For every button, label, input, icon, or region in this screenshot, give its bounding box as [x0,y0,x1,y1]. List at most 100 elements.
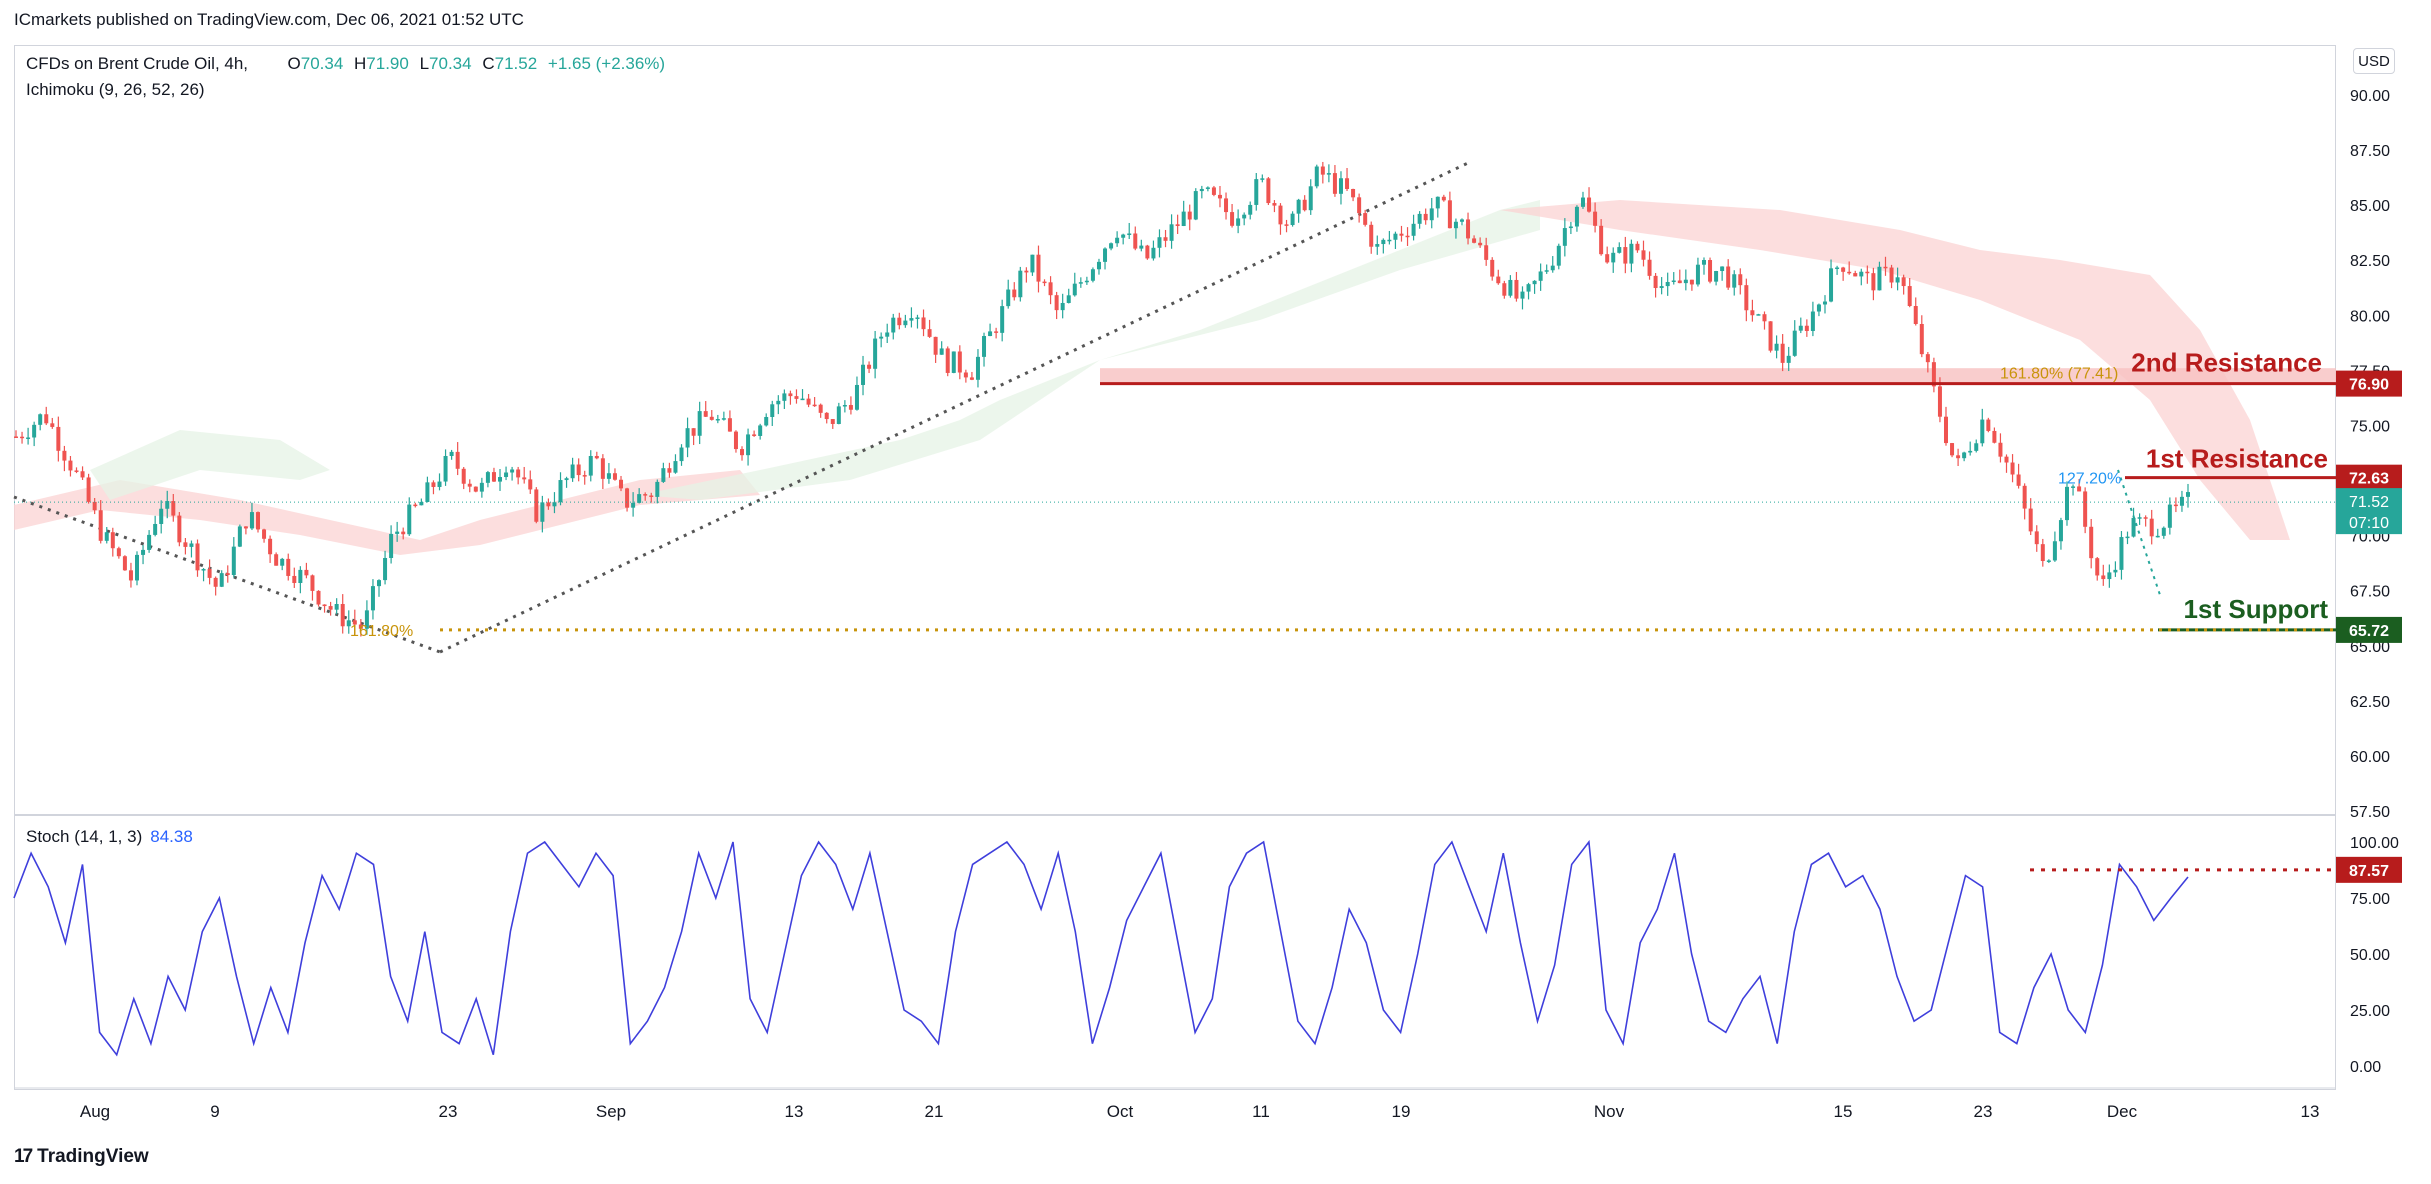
candle-body [1847,271,1852,274]
candle-body [498,477,503,482]
published-header: ICmarkets published on TradingView.com, … [14,10,524,29]
candle-body [2010,462,2015,475]
candle-body [528,479,533,490]
candle-body [854,384,859,410]
candle-body [1841,267,1846,272]
candle-body [957,351,962,373]
candle-body [1030,254,1035,273]
symbol-legend: CFDs on Brent Crude Oil, 4h, O70.34 H71.… [26,54,665,74]
candle-body [419,501,424,506]
currency-button[interactable]: USD [2353,48,2395,74]
candle-body [830,419,835,424]
candle-body [340,603,345,627]
candle-body [2089,526,2094,559]
candle-body [975,356,980,380]
candle-body [758,425,763,436]
candle-body [2083,491,2088,527]
open-value: 70.34 [300,54,344,73]
candle-body [1084,280,1089,283]
candle-body [963,372,968,378]
candle-body [1290,213,1295,226]
chart-frame[interactable] [14,45,2336,1090]
candle-body [2040,544,2045,562]
fib-connector [2117,469,2161,596]
stoch-line [13,839,2189,1057]
candle-body [485,472,490,483]
candle-body [2155,535,2160,538]
candle-body [1562,228,1567,246]
candle-body [286,558,291,576]
candle-body [165,501,170,509]
candle-body [600,458,605,479]
candle-body [921,317,926,330]
candle-body [1532,280,1537,285]
candle-body [352,620,357,625]
level-price-tag [2336,616,2402,643]
candle-body [44,414,49,424]
candle-body [292,575,297,583]
candle-body [128,570,133,581]
candle-body [122,556,127,571]
candle-body [915,317,920,319]
candle-body [1611,252,1616,263]
candle-body [1459,219,1464,222]
level-price-tag [2336,370,2402,397]
candle-body [776,400,781,405]
candle-body [437,481,442,487]
candle-body [1266,178,1271,204]
price-tick-label: 87.50 [2350,143,2390,160]
high-label: H [354,54,367,73]
candle-body [1883,266,1888,269]
candle-body [153,523,158,535]
candle-body [740,449,745,456]
indicator-legend: Ichimoku (9, 26, 52, 26) [26,80,205,99]
candle-body [225,573,230,576]
candle-body [764,416,769,426]
candle-body [38,414,43,425]
candle-body [661,468,666,482]
candle-body [50,423,55,427]
candle-body [782,393,787,401]
resistance-zone [1100,368,2336,384]
candle-body [62,450,67,461]
tradingview-logo[interactable]: 17 TradingView [14,1146,149,1168]
candle-body [1889,267,1894,283]
candle-body [643,494,648,496]
candle-body [836,406,841,424]
candle-body [2186,492,2190,497]
level-price-tag-text: 65.72 [2349,623,2389,640]
candle-body [135,554,140,581]
candle-body [256,512,261,530]
candle-body [1502,283,1507,296]
candle-body [1326,173,1331,175]
candle-body [2052,541,2057,561]
candle-body [2137,517,2142,519]
candle-body [927,329,932,337]
candle-body [752,434,757,436]
candle-body [637,494,642,503]
candle-body [655,481,660,497]
candle-body [1405,235,1410,238]
candle-body [1974,443,1979,451]
price-tick-label: 82.50 [2350,253,2390,270]
candle-body [1338,178,1343,194]
candle-body [455,451,460,469]
candle-body [1139,245,1144,249]
candle-body [570,464,575,479]
candle-body [298,569,303,583]
candle-body [1187,211,1192,220]
candle-body [1895,277,1900,283]
candle-body [504,472,509,478]
candle-body [1853,273,1858,277]
time-tick-label: 9 [210,1102,219,1121]
close-label: C [482,54,495,73]
candle-body [1526,284,1531,292]
fib-label-mid: 127.20% [2058,471,2121,488]
candle-body [316,590,321,605]
candle-body [1472,238,1477,243]
high-value: 71.90 [366,54,409,73]
candle-body [649,495,654,497]
candle-body [189,543,194,547]
candle-body [304,569,309,576]
